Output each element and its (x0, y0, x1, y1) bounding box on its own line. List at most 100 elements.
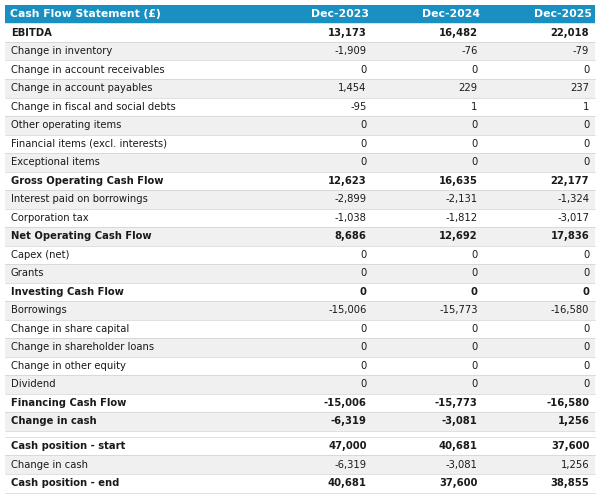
Text: -15,006: -15,006 (324, 398, 367, 408)
Bar (5, 172, 262, 190)
Bar (373, 208, 484, 227)
Bar (484, 153, 595, 172)
Bar (5, 264, 262, 283)
Bar (484, 338, 595, 357)
Text: 0: 0 (583, 65, 589, 75)
Text: 1: 1 (583, 102, 589, 112)
Bar (484, 301, 595, 319)
Text: Other operating items: Other operating items (11, 120, 121, 130)
Bar (262, 116, 373, 134)
Text: 22,018: 22,018 (551, 28, 589, 38)
Text: -1,038: -1,038 (335, 213, 367, 223)
Bar (373, 338, 484, 357)
Text: -76: -76 (461, 46, 478, 56)
Bar (262, 42, 373, 61)
Bar (262, 61, 373, 79)
Bar (5, 375, 262, 394)
Bar (262, 283, 373, 301)
Bar (5, 357, 262, 375)
Bar (484, 190, 595, 208)
Bar (484, 437, 595, 455)
Text: -3,017: -3,017 (557, 213, 589, 223)
Bar (5, 79, 262, 98)
Bar (262, 394, 373, 412)
Bar (262, 246, 373, 264)
Text: 0: 0 (472, 139, 478, 149)
Bar (484, 208, 595, 227)
Text: -79: -79 (573, 46, 589, 56)
Text: Dec-2025: Dec-2025 (534, 9, 592, 19)
Bar (5, 208, 262, 227)
Text: 1,256: 1,256 (560, 460, 589, 470)
Bar (484, 79, 595, 98)
Bar (373, 283, 484, 301)
Bar (484, 375, 595, 394)
Bar (262, 153, 373, 172)
Text: Cash position - end: Cash position - end (11, 478, 119, 488)
Bar (262, 5, 373, 23)
Text: 16,482: 16,482 (439, 28, 478, 38)
Bar (373, 61, 484, 79)
Text: 8,686: 8,686 (335, 231, 367, 242)
Bar (262, 23, 373, 42)
Bar (5, 61, 262, 79)
Text: 38,855: 38,855 (550, 478, 589, 488)
Bar (5, 301, 262, 319)
Bar (484, 172, 595, 190)
Bar (373, 153, 484, 172)
Text: 0: 0 (360, 287, 367, 297)
Text: 0: 0 (361, 361, 367, 371)
Text: Change in shareholder loans: Change in shareholder loans (11, 342, 154, 352)
Bar (5, 319, 262, 338)
Bar (373, 319, 484, 338)
Bar (262, 134, 373, 153)
Bar (262, 79, 373, 98)
Text: 0: 0 (361, 268, 367, 278)
Text: Financial items (excl. interests): Financial items (excl. interests) (11, 139, 167, 149)
Bar (262, 301, 373, 319)
Bar (373, 455, 484, 474)
Text: -16,580: -16,580 (551, 306, 589, 315)
Bar (484, 394, 595, 412)
Bar (373, 5, 484, 23)
Text: Dec-2023: Dec-2023 (311, 9, 369, 19)
Text: 1,256: 1,256 (557, 417, 589, 427)
Bar (484, 227, 595, 246)
Bar (262, 227, 373, 246)
Text: -6,319: -6,319 (334, 460, 367, 470)
Text: -6,319: -6,319 (331, 417, 367, 427)
Bar (262, 208, 373, 227)
Text: -1,812: -1,812 (445, 213, 478, 223)
Text: 0: 0 (472, 342, 478, 352)
Text: 0: 0 (472, 65, 478, 75)
Text: Interest paid on borrowings: Interest paid on borrowings (11, 194, 148, 204)
Text: Gross Operating Cash Flow: Gross Operating Cash Flow (11, 176, 163, 186)
Text: Grants: Grants (11, 268, 44, 278)
Text: 0: 0 (583, 268, 589, 278)
Bar (262, 412, 373, 431)
Bar (373, 134, 484, 153)
Text: 0: 0 (583, 287, 589, 297)
Text: 0: 0 (472, 157, 478, 167)
Bar (5, 412, 262, 431)
Bar (373, 246, 484, 264)
Text: Investing Cash Flow: Investing Cash Flow (11, 287, 124, 297)
Text: 1: 1 (471, 102, 478, 112)
Text: 0: 0 (583, 157, 589, 167)
Bar (373, 116, 484, 134)
Text: Corporation tax: Corporation tax (11, 213, 88, 223)
Bar (262, 190, 373, 208)
Text: 0: 0 (472, 268, 478, 278)
Bar (373, 301, 484, 319)
Bar (373, 227, 484, 246)
Bar (5, 42, 262, 61)
Text: -2,131: -2,131 (445, 194, 478, 204)
Text: Cash position - start: Cash position - start (11, 441, 125, 451)
Bar (484, 5, 595, 23)
Bar (5, 190, 262, 208)
Text: Change in share capital: Change in share capital (11, 324, 129, 334)
Text: -15,773: -15,773 (435, 398, 478, 408)
Bar (373, 190, 484, 208)
Text: Borrowings: Borrowings (11, 306, 67, 315)
Text: -2,899: -2,899 (334, 194, 367, 204)
